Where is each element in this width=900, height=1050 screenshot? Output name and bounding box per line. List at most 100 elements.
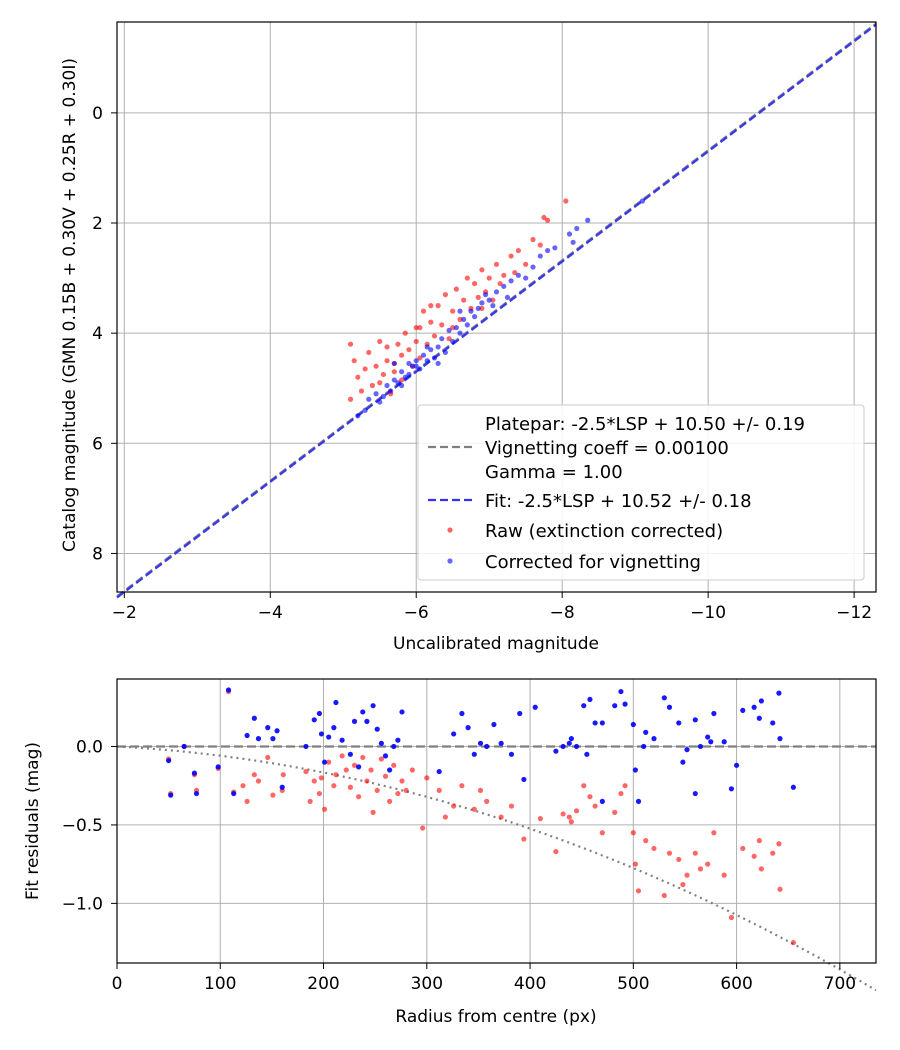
raw-point (475, 294, 481, 300)
raw-point (453, 286, 459, 292)
corrected-residual-point (374, 726, 380, 732)
raw-residual-point (339, 753, 345, 759)
corrected-residual-point (692, 717, 698, 723)
corrected-point (490, 303, 496, 309)
x-tick-label: 500 (617, 974, 649, 994)
corrected-residual-point (728, 786, 735, 792)
y-tick-label: −0.5 (62, 816, 103, 836)
raw-residual-point (666, 850, 673, 856)
raw-point (399, 377, 405, 383)
corrected-point (399, 369, 405, 375)
bottom-plot-frame (116, 678, 877, 964)
x-tick-label: −2 (112, 603, 137, 623)
top-ticks: −2 −4 −6 −8 −10 −12 0 2 4 6 8 (92, 104, 872, 623)
y-tick-label: 0.0 (76, 737, 103, 757)
corrected-residual-point (756, 715, 762, 721)
corrected-residual-point (399, 709, 405, 715)
raw-residual-point (255, 778, 262, 784)
raw-residual-point (351, 762, 358, 768)
raw-point (479, 267, 485, 273)
raw-point (457, 316, 463, 322)
corrected-residual-point (191, 770, 198, 776)
corrected-residual-point (661, 695, 667, 701)
raw-residual-point (612, 809, 618, 815)
raw-residual-point (265, 754, 271, 761)
corrected-residual-point (684, 747, 690, 753)
raw-residual-point (326, 759, 332, 765)
raw-residual-point (560, 811, 566, 817)
corrected-point (391, 360, 397, 367)
corrected-point (366, 396, 372, 402)
corrected-point (468, 308, 474, 314)
corrected-residual-point (356, 764, 362, 770)
corrected-point (439, 336, 445, 342)
corrected-residual-point (573, 743, 580, 750)
corrected-point (395, 380, 401, 386)
raw-point (428, 303, 434, 309)
raw-residual-point (635, 888, 642, 894)
corrected-residual-point (566, 740, 572, 746)
raw-residual-point (622, 783, 628, 789)
raw-residual-point (790, 940, 796, 946)
raw-point (347, 396, 354, 402)
corrected-residual-point (303, 743, 309, 750)
raw-residual-point (728, 914, 735, 921)
raw-point (544, 217, 551, 223)
corrected-point (504, 294, 511, 300)
raw-point (450, 308, 456, 314)
raw-residual-point (360, 754, 366, 761)
corrected-residual-point (244, 732, 250, 739)
raw-residual-point (378, 756, 384, 762)
bottom-y-axis-label: Fit residuals (mag) (23, 742, 43, 900)
corrected-residual-point (387, 767, 393, 773)
corrected-point (566, 231, 573, 237)
corrected-residual-point (181, 743, 187, 750)
raw-residual-point (592, 803, 598, 809)
corrected-residual-point (581, 703, 587, 709)
corrected-residual-point (599, 798, 605, 804)
corrected-residual-point (351, 718, 358, 724)
corrected-residual-point (618, 688, 624, 695)
raw-residual-point (368, 767, 374, 773)
raw-point (377, 338, 383, 345)
raw-residual-point (684, 872, 690, 878)
raw-point (472, 280, 478, 287)
corrected-point (413, 358, 419, 364)
y-tick-label: 0 (92, 104, 103, 124)
corrected-residual-point (168, 792, 174, 798)
corrected-residual-point (692, 790, 698, 797)
raw-residual-point (374, 787, 380, 794)
raw-point (417, 325, 423, 331)
corrected-point (428, 347, 434, 353)
corrected-point (406, 371, 412, 378)
corrected-residual-point (255, 736, 262, 742)
corrected-residual-point (643, 729, 649, 735)
raw-residual-point (331, 783, 337, 789)
x-tick-label: −10 (690, 603, 726, 623)
corrected-residual-point (378, 740, 384, 746)
x-tick-label: 600 (720, 974, 752, 994)
corrected-point (377, 399, 383, 405)
raw-residual-point (498, 814, 504, 820)
corrected-point (399, 382, 405, 389)
corrected-residual-point (451, 731, 457, 737)
corrected-point (435, 360, 441, 367)
raw-residual-point (587, 794, 593, 800)
raw-point (541, 214, 547, 221)
raw-point (399, 352, 405, 358)
corrected-residual-point (790, 784, 796, 790)
corrected-point (373, 391, 379, 397)
corrected-residual-point (521, 776, 527, 783)
corrected-residual-point (630, 721, 636, 728)
raw-residual-point (318, 775, 325, 781)
corrected-residual-point (491, 721, 497, 728)
x-tick-label: −8 (550, 603, 575, 623)
vignetting-model-curve (116, 745, 877, 992)
corrected-point (585, 217, 591, 223)
corrected-point (450, 338, 456, 345)
raw-point (358, 388, 365, 394)
raw-point (355, 374, 361, 380)
corrected-residual-point (471, 751, 477, 757)
corrected-point (523, 275, 529, 281)
raw-residual-point (471, 806, 477, 812)
